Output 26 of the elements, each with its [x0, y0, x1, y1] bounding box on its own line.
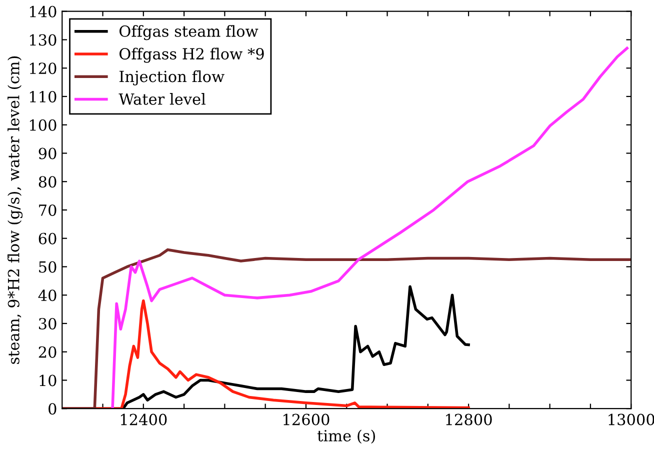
x-tick-label: 12800 [446, 414, 492, 426]
y-tick-label: 120 [30, 62, 56, 74]
y-tick-label: 100 [30, 119, 56, 131]
y-tick-label: 50 [39, 261, 56, 273]
legend-label: Offgas steam flow [120, 25, 258, 40]
y-tick-label: 70 [39, 204, 56, 216]
legend-label: Water level [118, 93, 206, 105]
y-tick-label: 110 [30, 90, 56, 102]
x-tick-label: 12400 [120, 414, 167, 426]
y-tick-label: 80 [38, 176, 56, 188]
y-tick-label: 130 [30, 34, 56, 46]
y-tick-label: 40 [38, 290, 56, 302]
y-tick-label: 60 [38, 232, 56, 244]
y-tick-label: 20 [38, 346, 56, 358]
y-tick-label: 0 [48, 403, 56, 415]
y-tick-label: 10 [40, 374, 56, 386]
y-axis-title: steam, 9*H2 flow (g/s), water level (cm) [8, 56, 23, 364]
x-tick-label: 12600 [284, 414, 330, 426]
legend-label: Injection flow [120, 70, 224, 86]
line-series [111, 46, 628, 409]
x-tick-label: 13000 [608, 414, 654, 426]
legend-label: Offgass H2 flow *9 [120, 48, 264, 63]
y-tick-label: 30 [38, 318, 56, 330]
y-tick-label: 140 [30, 6, 56, 18]
x-axis-title: time (s) [317, 430, 375, 444]
y-tick-label: 90 [38, 148, 56, 160]
